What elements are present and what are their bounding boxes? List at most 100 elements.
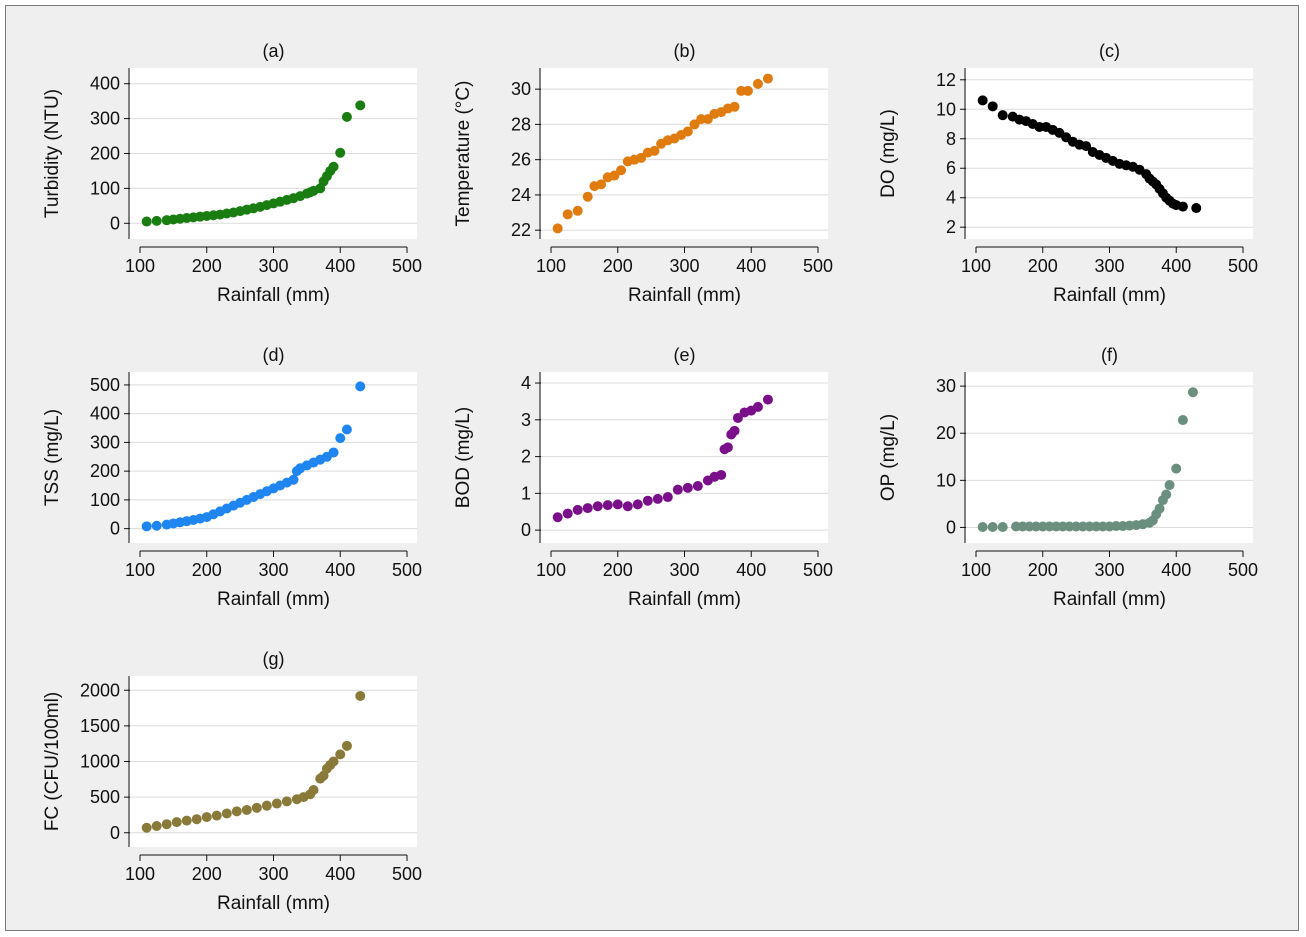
x-tick-label: 200	[603, 256, 633, 276]
data-point	[692, 481, 703, 491]
data-point	[221, 808, 232, 819]
data-point	[729, 101, 740, 112]
data-point	[582, 191, 593, 202]
x-tick-label: 500	[803, 256, 833, 276]
data-point	[742, 85, 753, 96]
x-tick-label: 500	[392, 256, 422, 276]
data-point	[1187, 387, 1198, 398]
x-tick-label: 500	[803, 560, 833, 580]
y-tick-label: 1000	[80, 752, 120, 772]
x-tick-label: 400	[1161, 256, 1191, 276]
x-tick-label: 200	[603, 560, 633, 580]
y-tick-label: 30	[936, 376, 956, 396]
scatter-panel-a: 0 100 200 300 400 100 200 300 400 500 (a) Rainfall …	[42, 41, 422, 306]
data-point	[592, 501, 603, 512]
data-point	[355, 381, 366, 392]
data-point	[616, 165, 627, 176]
data-point	[649, 145, 660, 156]
y-axis-label: BOD (mg/L)	[453, 407, 474, 508]
data-point	[341, 111, 352, 122]
x-tick-label: 100	[536, 256, 566, 276]
data-point	[171, 817, 182, 828]
x-tick-label: 300	[669, 560, 699, 580]
data-point	[987, 101, 998, 112]
data-point	[752, 401, 763, 412]
data-point	[632, 499, 643, 510]
data-point	[231, 806, 242, 817]
y-tick-label: 2	[521, 447, 531, 467]
data-point	[562, 508, 573, 519]
data-point	[552, 512, 563, 523]
data-point	[977, 521, 988, 532]
data-point	[335, 433, 346, 444]
data-point	[355, 690, 366, 701]
data-point	[572, 205, 583, 216]
data-point	[562, 209, 573, 220]
data-point	[335, 147, 346, 158]
x-axis-label: Rainfall (mm)	[217, 589, 330, 610]
x-axis-label: Rainfall (mm)	[628, 589, 741, 610]
data-point	[609, 170, 620, 181]
data-point	[552, 223, 563, 234]
x-tick-label: 100	[125, 864, 155, 884]
x-tick-label: 200	[1028, 560, 1058, 580]
data-point	[151, 520, 162, 531]
y-tick-label: 0	[110, 213, 120, 233]
x-tick-label: 400	[325, 256, 355, 276]
panel-title: (e)	[674, 345, 696, 365]
y-tick-label: 2	[946, 217, 956, 237]
data-point	[716, 469, 727, 480]
data-point	[622, 501, 633, 512]
y-tick-label: 20	[936, 423, 956, 443]
data-point	[1154, 503, 1165, 514]
x-axis-label: Rainfall (mm)	[628, 285, 741, 306]
plot-area	[541, 68, 828, 239]
y-tick-label: 300	[90, 109, 120, 129]
data-point	[1164, 480, 1175, 491]
y-tick-label: 1500	[80, 716, 120, 736]
data-point	[281, 796, 292, 807]
x-tick-label: 200	[1028, 256, 1058, 276]
data-point	[702, 114, 713, 125]
data-point	[572, 504, 583, 515]
y-axis-label: OP (mg/L)	[878, 414, 899, 501]
data-point	[582, 503, 593, 514]
data-point	[732, 412, 743, 423]
data-point	[762, 73, 773, 84]
x-tick-label: 100	[125, 256, 155, 276]
data-point	[251, 802, 262, 813]
x-tick-label: 300	[669, 256, 699, 276]
data-point	[997, 521, 1008, 532]
data-point	[729, 425, 740, 436]
data-point	[341, 424, 352, 435]
x-tick-label: 400	[736, 560, 766, 580]
x-tick-label: 300	[258, 256, 288, 276]
x-axis-label: Rainfall (mm)	[217, 893, 330, 914]
x-tick-label: 300	[1094, 256, 1124, 276]
x-tick-label: 300	[1094, 560, 1124, 580]
y-axis-label: Turbidity (NTU)	[42, 89, 63, 218]
y-tick-label: 3	[521, 410, 531, 430]
data-point	[288, 474, 299, 485]
data-point	[752, 78, 763, 89]
data-point	[642, 495, 653, 506]
y-tick-label: 500	[90, 787, 120, 807]
y-tick-label: 4	[521, 373, 531, 393]
x-tick-label: 300	[258, 560, 288, 580]
data-point	[341, 740, 352, 751]
scatter-panel-g: 0 500 1000 1500 2000 100 200 300 400 500 (g) Rainfa…	[42, 649, 422, 914]
x-tick-label: 200	[192, 560, 222, 580]
data-point	[191, 814, 202, 825]
data-point	[328, 161, 339, 172]
scatter-panel-f: 0 10 20 30 100 200 300 400 500 (f) Rainfall (mm) OP…	[878, 345, 1258, 610]
data-point	[328, 447, 339, 458]
data-point	[211, 810, 222, 821]
y-tick-label: 22	[511, 220, 531, 240]
data-point	[987, 521, 998, 532]
x-tick-label: 300	[258, 864, 288, 884]
y-tick-label: 400	[90, 74, 120, 94]
scatter-panel-d: 0 100 200 300 400 500 100 200 300 400 500 (d) Rainfa…	[42, 345, 422, 610]
x-tick-label: 100	[961, 560, 991, 580]
data-point	[762, 394, 773, 405]
